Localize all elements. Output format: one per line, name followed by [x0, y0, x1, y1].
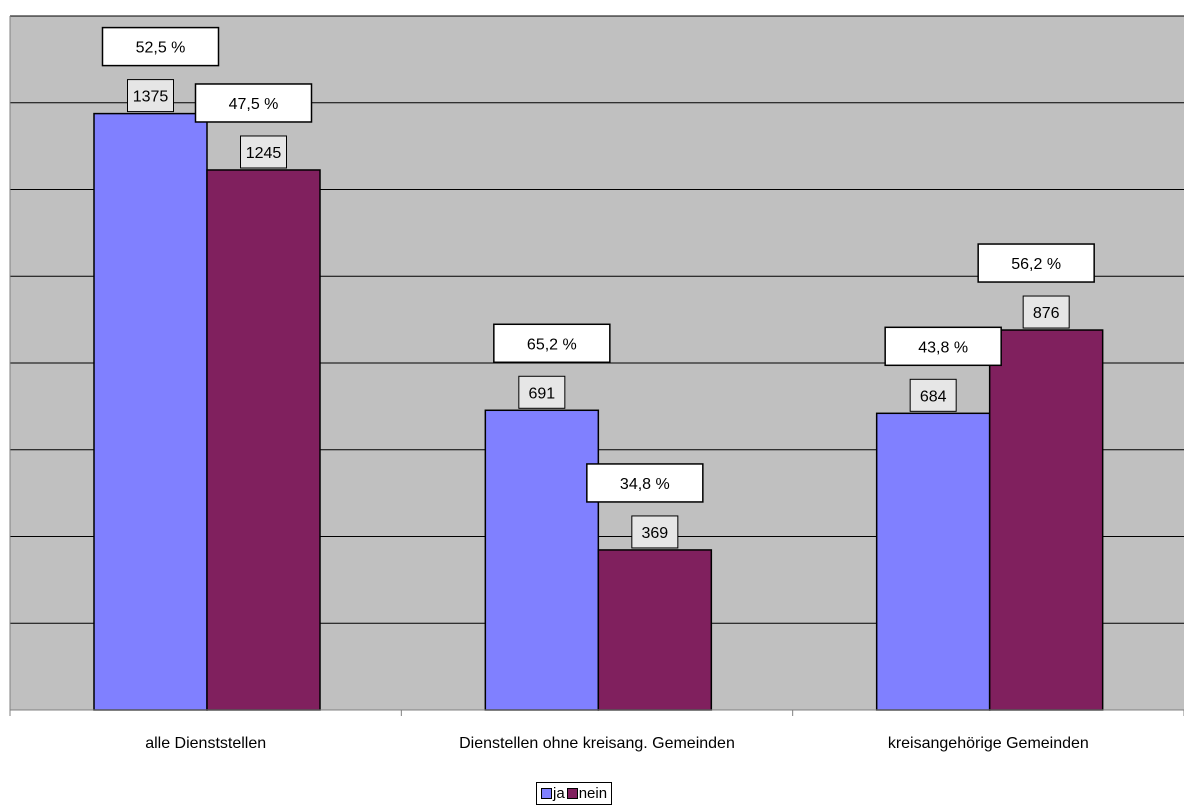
bar-ja	[875, 412, 991, 711]
bar-ja	[484, 409, 600, 711]
value-label: 1375	[133, 89, 169, 106]
bar-ja	[93, 112, 208, 711]
percent-label-box	[493, 323, 611, 364]
value-label-box	[909, 378, 957, 412]
percent-label: 43,8 %	[918, 339, 968, 356]
percent-label-box	[977, 243, 1095, 283]
legend-label-nein: nein	[578, 785, 608, 802]
value-label-box	[127, 79, 174, 113]
percent-label-box	[101, 26, 220, 67]
value-label: 369	[641, 525, 668, 542]
legend-entry-ja: ja	[541, 785, 565, 802]
x-tick-label: Dienstellen ohne kreisang. Gemeinden	[459, 735, 735, 752]
value-label-box	[1022, 295, 1070, 329]
value-label-box	[631, 515, 679, 549]
value-label-box	[240, 135, 287, 169]
legend-swatch-ja	[541, 788, 552, 799]
bar-nein	[206, 169, 321, 711]
percent-label-box	[194, 83, 313, 123]
value-label: 684	[920, 388, 947, 405]
legend-label-ja: ja	[553, 785, 565, 802]
percent-label: 56,2 %	[1011, 256, 1061, 273]
percent-label-box	[586, 463, 704, 503]
chart-legend: ja nein	[536, 782, 613, 805]
legend-swatch-nein	[566, 788, 578, 799]
percent-label: 47,5 %	[229, 96, 279, 113]
legend-entry-nein: nein	[566, 785, 608, 802]
x-tick-label: alle Dienststellen	[145, 735, 266, 752]
value-label: 691	[528, 385, 555, 402]
value-label: 876	[1033, 305, 1060, 322]
value-label: 1245	[246, 145, 282, 162]
percent-label: 34,8 %	[620, 476, 670, 493]
x-tick-label: kreisangehörige Gemeinden	[888, 735, 1089, 752]
percent-label: 65,2 %	[527, 336, 577, 353]
percent-label-box	[884, 326, 1002, 367]
value-label-box	[518, 375, 566, 409]
bar-nein	[988, 329, 1104, 711]
percent-label: 52,5 %	[136, 40, 186, 57]
bar-nein	[597, 549, 713, 711]
